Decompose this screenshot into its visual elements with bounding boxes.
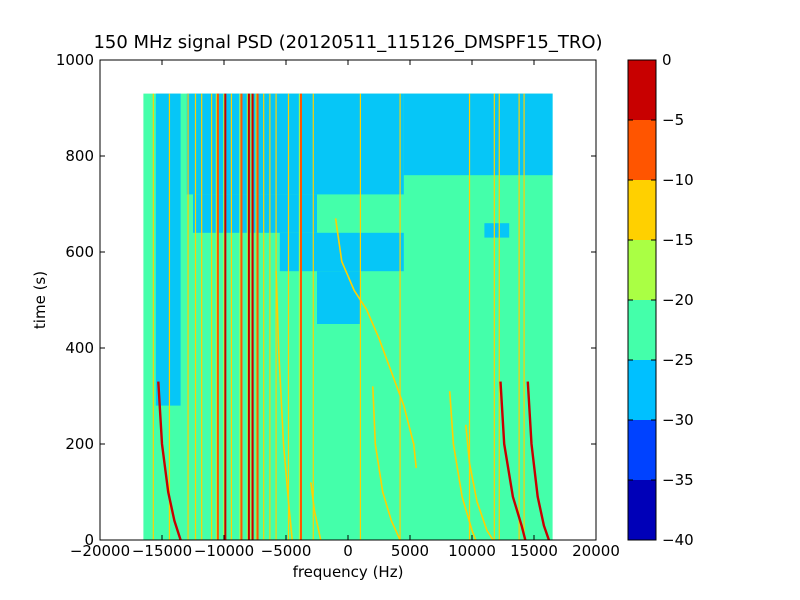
colorbar-segment <box>628 180 656 240</box>
doppler-curve <box>310 482 322 541</box>
heatmap-quiet-region <box>317 271 361 324</box>
y-tick-label: 1000 <box>56 51 94 69</box>
heatmap-quiet-region <box>279 232 404 272</box>
y-axis: 0 200 400 600 800 1000 <box>56 51 596 549</box>
x-tick-label: −5000 <box>261 542 312 560</box>
x-tick-label: 10000 <box>448 542 496 560</box>
heatmap-quiet-region <box>484 223 510 238</box>
colorbar-tick-label: −25 <box>662 351 694 369</box>
colorbar-segment <box>628 480 656 540</box>
doppler-curve <box>499 381 527 541</box>
y-tick-label: 400 <box>65 339 94 357</box>
colorbar-segment <box>628 120 656 180</box>
doppler-curve <box>448 391 477 541</box>
heatmap-quiet-region <box>403 93 553 176</box>
colorbar-tick-label: −20 <box>662 291 694 309</box>
doppler-curve <box>157 381 182 541</box>
colorbar-tick-label: −10 <box>662 171 694 189</box>
x-axis-label: frequency (Hz) <box>293 563 404 581</box>
doppler-curve <box>275 271 293 541</box>
colorbar: −40 −35 −30 −25 −20 −15 −10 −5 0 <box>627 51 694 549</box>
plot-area <box>143 93 553 541</box>
doppler-curve <box>334 218 417 469</box>
colorbar-tick-label: 0 <box>662 51 672 69</box>
y-tick-label: 600 <box>65 243 94 261</box>
doppler-curve <box>526 381 551 541</box>
x-tick-label: −20000 <box>70 542 130 560</box>
colorbar-tick-label: −15 <box>662 231 694 249</box>
colorbar-segment <box>628 360 656 420</box>
colorbar-tick-label: −30 <box>662 411 694 429</box>
heatmap-quiet-region <box>193 194 317 233</box>
y-tick-label: 200 <box>65 435 94 453</box>
doppler-curve <box>372 386 401 541</box>
y-tick-label: 800 <box>65 147 94 165</box>
x-tick-label: −15000 <box>132 542 192 560</box>
x-tick-label: 20000 <box>572 542 620 560</box>
colorbar-segment <box>628 300 656 360</box>
y-tick-label: 0 <box>84 531 94 549</box>
colorbar-segment <box>628 240 656 300</box>
doppler-curve <box>465 424 494 541</box>
heatmap-quiet-region <box>155 93 181 406</box>
x-axis: −20000 −15000 −10000 −5000 0 5000 10000 15000 20… <box>70 60 620 560</box>
colorbar-segment <box>628 420 656 480</box>
colorbar-tick-label: −40 <box>662 531 694 549</box>
y-axis-label: time (s) <box>31 271 49 329</box>
colorbar-tick-label: −5 <box>662 111 684 129</box>
x-tick-label: 5000 <box>391 542 429 560</box>
chart-title: 150 MHz signal PSD (20120511_115126_DMSP… <box>93 32 602 53</box>
x-tick-label: −10000 <box>194 542 254 560</box>
heatmap-quiet-region <box>186 93 404 195</box>
x-tick-label: 15000 <box>510 542 558 560</box>
colorbar-tick-label: −35 <box>662 471 694 489</box>
x-tick-label: 0 <box>343 542 353 560</box>
colorbar-segment <box>628 60 656 120</box>
